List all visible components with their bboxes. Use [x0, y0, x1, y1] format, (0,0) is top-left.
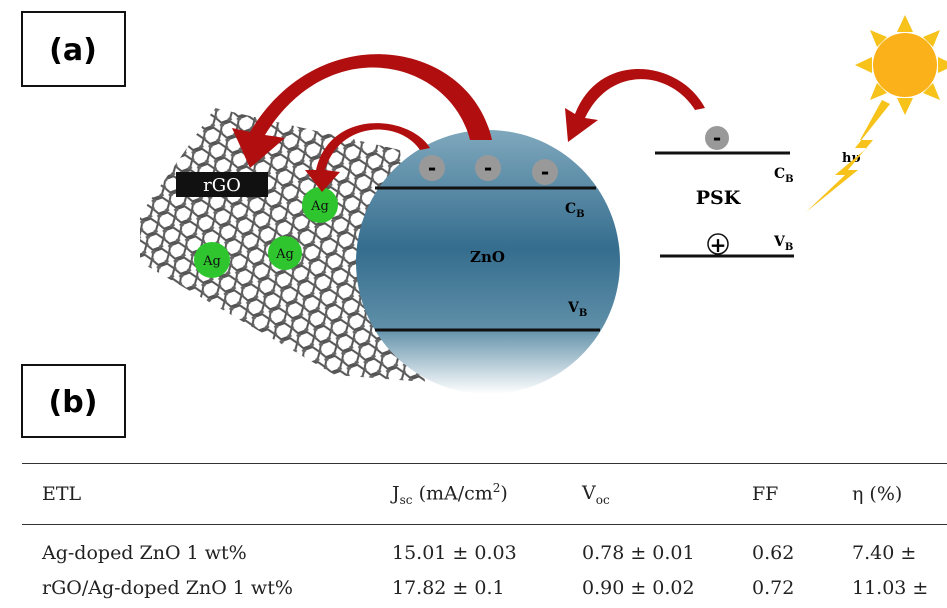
ag-label: Ag: [202, 254, 221, 269]
zno-label: ZnO: [470, 248, 505, 266]
header-cell: FF: [732, 463, 832, 525]
rgo-tag: [176, 172, 268, 197]
diagram: (a) (b) - - - - + ZnO CB VB PSK CB VB hυ…: [21, 11, 947, 438]
header-cell: η (%): [832, 463, 947, 525]
cell: 11.03 ±: [852, 576, 929, 599]
rgo-label: rGO: [203, 175, 241, 196]
hole: +: [710, 233, 727, 257]
sun: [806, 15, 947, 212]
electron: -: [428, 156, 436, 180]
vb-label: VB: [567, 300, 587, 319]
electron: -: [713, 126, 721, 150]
header-cell: Jsc (mA/cm2): [372, 463, 562, 525]
header-cell: Voc: [562, 463, 732, 525]
panel-label: (b): [49, 385, 98, 420]
label-box: [21, 11, 126, 87]
cell: 0.62: [752, 541, 795, 564]
ag-label: Ag: [310, 199, 329, 214]
electron: -: [541, 160, 549, 184]
cell: 17.82 ± 0.1: [392, 576, 505, 599]
cell: 0.72: [752, 576, 795, 599]
vb-label: VB: [773, 234, 793, 253]
cb-label: CB: [774, 166, 794, 185]
panel-label: (a): [49, 33, 97, 68]
cell: 15.01 ± 0.03: [392, 541, 517, 564]
ag-label: Ag: [275, 247, 294, 262]
cb-label: CB: [565, 201, 585, 220]
cell: 0.78 ± 0.01: [582, 541, 695, 564]
cell: 0.90 ± 0.02: [582, 576, 695, 599]
psk-label: PSK: [696, 187, 742, 209]
zno-sphere: [356, 130, 620, 394]
electron: -: [484, 156, 492, 180]
hv-label: hυ: [842, 151, 860, 166]
arrows: [232, 54, 705, 192]
cell: 7.40 ±: [852, 541, 917, 564]
cell: rGO/Ag-doped ZnO 1 wt%: [42, 576, 293, 599]
cell: Ag-doped ZnO 1 wt%: [42, 541, 247, 564]
header-cell: ETL: [22, 463, 372, 525]
label-box: [21, 364, 126, 438]
results-table: ETL Jsc (mA/cm2) Voc FF η (%) Ag-doped Z…: [22, 463, 947, 605]
